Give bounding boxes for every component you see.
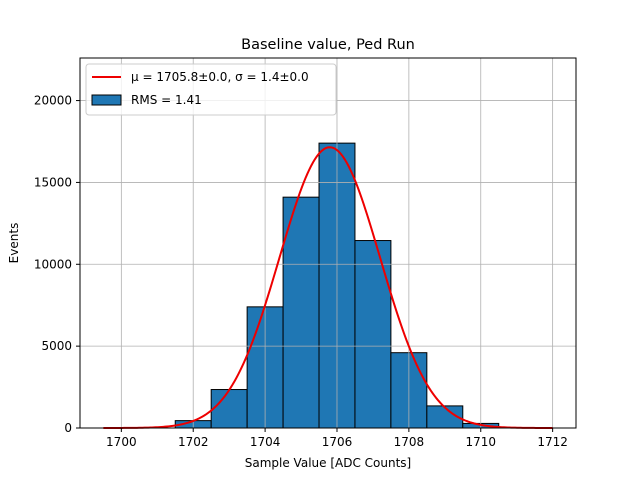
y-tick-label: 0	[64, 421, 72, 435]
chart-title: Baseline value, Ped Run	[241, 37, 415, 53]
x-axis-ticks: 1700 1702 1704 1706 1708 1710 1712	[106, 428, 568, 449]
histogram-bar	[210, 389, 248, 429]
legend-histogram-label: RMS = 1.41	[131, 93, 202, 107]
histogram-bar	[354, 240, 392, 429]
x-tick-label: 1708	[394, 435, 425, 449]
y-axis-label: Events	[7, 223, 21, 264]
y-tick-label: 15000	[34, 175, 72, 189]
x-axis-label: Sample Value [ADC Counts]	[245, 456, 411, 470]
legend-fit-label: μ = 1705.8±0.0, σ = 1.4±0.0	[131, 70, 309, 84]
x-tick-label: 1706	[322, 435, 353, 449]
x-tick-label: 1710	[465, 435, 496, 449]
x-tick-label: 1702	[178, 435, 209, 449]
legend: μ = 1705.8±0.0, σ = 1.4±0.0 RMS = 1.41	[85, 63, 337, 116]
y-tick-label: 10000	[34, 257, 72, 271]
x-tick-label: 1700	[106, 435, 137, 449]
x-tick-label: 1712	[537, 435, 568, 449]
histogram-bar	[282, 196, 320, 429]
y-axis-ticks: 0 5000 10000 15000 20000	[34, 94, 80, 435]
x-tick-label: 1704	[250, 435, 281, 449]
plot-frame	[79, 57, 577, 429]
legend-box	[85, 63, 337, 116]
y-tick-label: 20000	[34, 94, 72, 108]
gaussian-fit-curve	[103, 146, 553, 429]
y-tick-label: 5000	[41, 339, 72, 353]
legend-histogram-swatch	[91, 94, 122, 106]
gaussian-fit-layer	[103, 146, 553, 429]
